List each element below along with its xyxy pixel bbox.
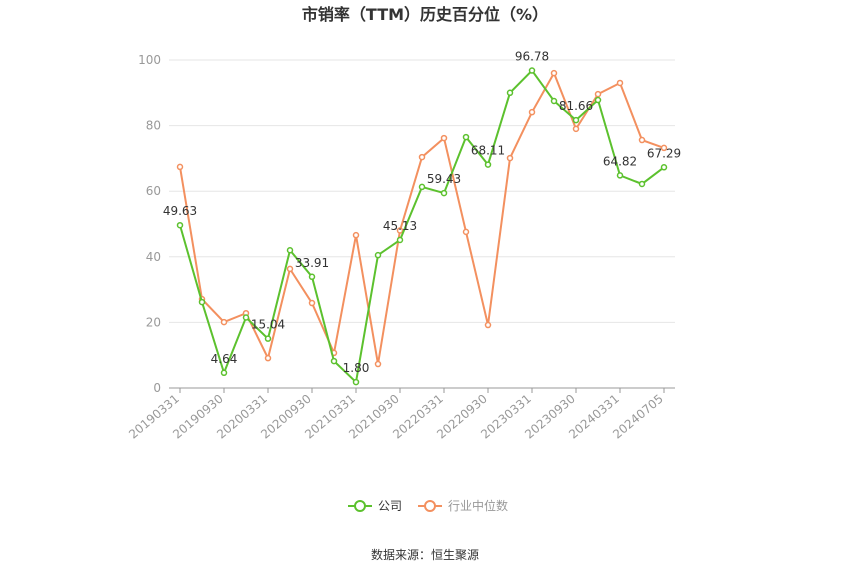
- y-tick-label: 80: [146, 119, 161, 133]
- data-label: 1.80: [343, 361, 370, 375]
- point: [616, 172, 624, 179]
- point: [528, 108, 536, 116]
- data-label: 68.11: [471, 144, 505, 158]
- data-label: 64.82: [603, 154, 637, 168]
- point: [638, 136, 646, 144]
- y-tick-label: 60: [146, 184, 161, 198]
- data-label: 67.29: [647, 146, 681, 160]
- data-label: 45.13: [383, 219, 417, 233]
- y-tick-label: 20: [146, 315, 161, 329]
- point: [462, 133, 470, 141]
- point: [594, 96, 602, 104]
- data-label: 33.91: [295, 256, 329, 270]
- point: [440, 134, 448, 142]
- point: [440, 189, 448, 197]
- point: [594, 90, 602, 98]
- point: [286, 265, 294, 273]
- point: [572, 125, 580, 133]
- point: [220, 369, 228, 377]
- point: [506, 154, 514, 162]
- chart-title: 市销率（TTM）历史百分位（%）: [302, 5, 548, 24]
- point: [308, 273, 316, 281]
- source-note: 数据来源：恒生聚源: [371, 547, 479, 562]
- series-line: [179, 69, 665, 385]
- point: [352, 378, 360, 386]
- data-label: 59.43: [427, 172, 461, 186]
- point: [396, 227, 404, 234]
- point: [396, 236, 404, 244]
- point: [572, 116, 580, 124]
- point: [660, 164, 668, 171]
- point: [286, 246, 294, 254]
- data-label: 15.04: [251, 318, 285, 332]
- legend-label: 公司: [378, 499, 402, 513]
- point: [638, 180, 646, 188]
- point: [550, 97, 558, 105]
- point: [242, 314, 250, 321]
- y-tick-label: 40: [146, 250, 161, 264]
- point: [528, 67, 536, 74]
- legend-marker: [354, 500, 366, 512]
- data-label: 81.66: [559, 99, 593, 113]
- point: [264, 335, 272, 342]
- point: [506, 89, 514, 97]
- point: [352, 231, 360, 239]
- y-tick-label: 100: [138, 53, 161, 67]
- data-label: 96.78: [515, 50, 549, 64]
- legend-marker: [424, 500, 437, 512]
- data-label: 49.63: [163, 204, 197, 218]
- point: [374, 251, 382, 259]
- point: [484, 321, 492, 329]
- y-tick-label: 0: [153, 381, 161, 395]
- point: [550, 69, 558, 77]
- point: [418, 153, 426, 161]
- point: [220, 318, 228, 326]
- point: [418, 183, 426, 191]
- point: [462, 228, 470, 236]
- point: [616, 79, 624, 87]
- point: [308, 299, 316, 307]
- point: [330, 357, 338, 365]
- point: [198, 298, 206, 306]
- point: [660, 144, 668, 152]
- legend-label: 行业中位数: [448, 498, 508, 513]
- point: [176, 163, 184, 171]
- point: [176, 221, 184, 229]
- point: [264, 354, 272, 362]
- point: [484, 161, 492, 168]
- data-label: 4.64: [211, 352, 238, 366]
- point: [374, 360, 382, 368]
